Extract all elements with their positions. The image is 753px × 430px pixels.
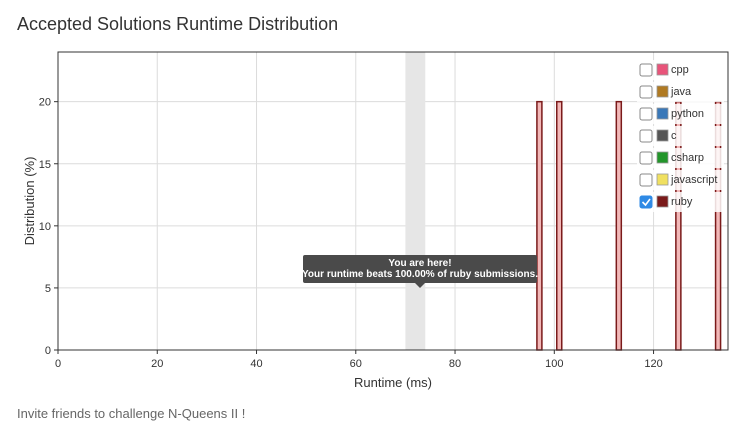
legend-swatch-javascript xyxy=(656,173,669,186)
legend-label-javascript: javascript xyxy=(670,174,717,186)
y-axis-label: Distribution (%) xyxy=(22,157,37,246)
legend-checkbox-python[interactable] xyxy=(639,107,653,121)
tooltip-line-1: You are here! xyxy=(388,258,451,269)
y-axis-ticks: 0 5 10 15 20 xyxy=(39,97,58,357)
legend-swatch-csharp xyxy=(656,151,669,164)
page-title: Accepted Solutions Runtime Distribution xyxy=(17,14,339,34)
y-tick-label: 15 xyxy=(39,159,51,171)
legend-checkbox-javascript[interactable] xyxy=(639,173,653,187)
runtime-distribution-chart: 0 20 40 60 80 100 120 0 5 10 15 20 Runtime (ms) Di… xyxy=(22,51,729,390)
legend-label-c: c xyxy=(671,130,677,142)
y-tick-label: 10 xyxy=(39,221,51,233)
tooltip-box xyxy=(303,255,537,283)
legend-label-csharp: csharp xyxy=(671,152,704,164)
x-axis-ticks: 0 20 40 60 80 100 120 xyxy=(55,350,663,370)
tooltip-arrow xyxy=(415,283,425,288)
legend-checkbox-cpp[interactable] xyxy=(639,63,653,77)
x-axis-label: Runtime (ms) xyxy=(354,375,432,390)
runtime-tooltip: You are here! Your runtime beats 100.00%… xyxy=(302,255,538,288)
x-tick-label: 120 xyxy=(644,358,662,370)
legend-swatch-ruby xyxy=(656,195,669,208)
bar-ruby xyxy=(615,100,623,351)
x-tick-label: 100 xyxy=(545,358,563,370)
x-tick-label: 20 xyxy=(151,358,163,370)
legend-label-python: python xyxy=(671,108,704,120)
checkmark-icon xyxy=(641,198,651,207)
legend-label-cpp: cpp xyxy=(671,64,689,76)
legend-checkbox-csharp[interactable] xyxy=(639,151,653,165)
x-tick-label: 80 xyxy=(449,358,461,370)
x-tick-label: 60 xyxy=(350,358,362,370)
legend-checkbox-java[interactable] xyxy=(639,85,653,99)
your-runtime-highlight xyxy=(405,52,426,350)
tooltip-line-2: Your runtime beats 100.00% of ruby submi… xyxy=(302,269,538,280)
y-tick-label: 20 xyxy=(39,97,51,109)
legend-swatch-c xyxy=(656,129,669,142)
legend-swatch-java xyxy=(656,85,669,98)
legend-checkbox-c[interactable] xyxy=(639,129,653,143)
y-tick-label: 5 xyxy=(45,283,51,295)
x-tick-label: 40 xyxy=(250,358,262,370)
x-tick-label: 0 xyxy=(55,358,61,370)
bar-ruby xyxy=(556,100,563,351)
legend-swatch-python xyxy=(656,107,669,120)
legend-swatch-cpp xyxy=(656,63,669,76)
legend-label-ruby: ruby xyxy=(671,196,693,208)
plot-frame xyxy=(57,51,729,351)
y-tick-label: 0 xyxy=(45,345,51,357)
invite-friends-text: Invite friends to challenge N-Queens II … xyxy=(17,406,246,421)
grid-lines xyxy=(58,52,728,350)
legend-checkbox-ruby[interactable] xyxy=(639,195,653,209)
bar-ruby xyxy=(536,100,543,351)
legend-label-java: java xyxy=(670,86,692,98)
legend: cpp java python c csharp javascript ruby xyxy=(637,60,724,212)
